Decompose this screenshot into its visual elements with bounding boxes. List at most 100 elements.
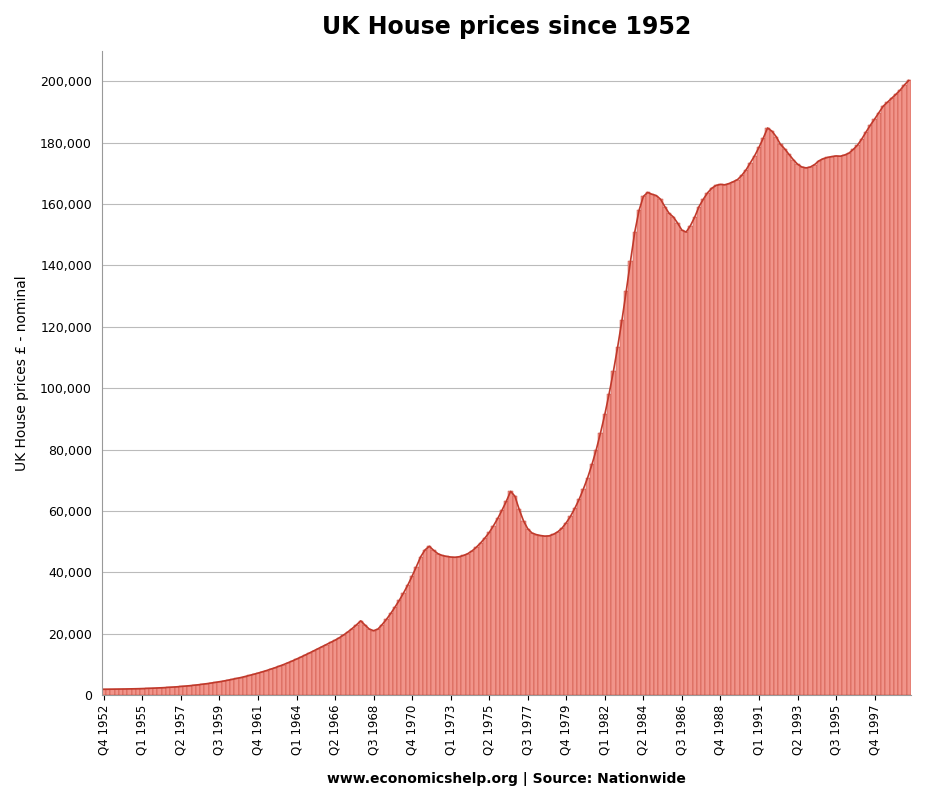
Bar [564, 522, 569, 695]
Bar [196, 685, 200, 695]
Bar [444, 557, 448, 695]
Bar [650, 195, 654, 695]
Bar [231, 679, 234, 695]
Bar [337, 638, 342, 695]
Bar [629, 261, 632, 695]
Bar [688, 226, 693, 695]
Bar [684, 232, 688, 695]
Bar [645, 192, 650, 695]
Bar [123, 689, 128, 695]
Bar [727, 183, 732, 695]
Bar [221, 681, 226, 695]
Bar [290, 661, 294, 695]
Bar [821, 159, 825, 695]
Bar [590, 465, 594, 695]
Bar [907, 80, 911, 695]
Bar [808, 167, 812, 695]
Bar [594, 449, 598, 695]
Bar [479, 543, 482, 695]
Bar [709, 188, 714, 695]
Bar [834, 156, 838, 695]
Bar [355, 625, 358, 695]
Bar [174, 686, 179, 695]
Bar [294, 659, 299, 695]
Bar [903, 85, 907, 695]
Bar [787, 155, 791, 695]
Bar [213, 682, 218, 695]
Bar [859, 139, 864, 695]
Bar [376, 629, 380, 695]
Bar [748, 163, 753, 695]
Bar [667, 213, 671, 695]
Bar [273, 668, 277, 695]
Bar [192, 686, 196, 695]
Bar [436, 553, 440, 695]
Bar [358, 621, 363, 695]
Bar [470, 551, 474, 695]
Bar [551, 534, 556, 695]
Bar [371, 630, 376, 695]
Bar [744, 170, 748, 695]
Bar [843, 155, 846, 695]
Bar [162, 687, 166, 695]
Bar [419, 557, 423, 695]
Bar [226, 680, 231, 695]
Bar [885, 103, 890, 695]
Bar [457, 557, 461, 695]
Bar [735, 179, 740, 695]
Bar [153, 688, 157, 695]
Bar [384, 619, 389, 695]
Bar [406, 585, 410, 695]
Bar [732, 182, 735, 695]
Bar [619, 320, 624, 695]
Bar [830, 156, 834, 695]
Bar [851, 150, 856, 695]
Bar [585, 477, 590, 695]
Title: UK House prices since 1952: UK House prices since 1952 [321, 15, 691, 39]
Bar [547, 536, 551, 695]
Bar [701, 199, 706, 695]
Bar [753, 155, 757, 695]
Bar [260, 672, 265, 695]
Bar [307, 653, 311, 695]
Bar [119, 689, 123, 695]
Bar [115, 689, 119, 695]
Y-axis label: UK House prices £ - nominal: UK House prices £ - nominal [15, 275, 29, 471]
Bar [208, 683, 213, 695]
Bar [131, 689, 136, 695]
Bar [521, 521, 526, 695]
Bar [149, 688, 153, 695]
Bar [778, 144, 782, 695]
Bar [881, 107, 885, 695]
Bar [453, 557, 457, 695]
Bar [757, 147, 761, 695]
Bar [560, 528, 564, 695]
Bar [329, 642, 333, 695]
Bar [864, 132, 869, 695]
Bar [782, 149, 787, 695]
Bar [526, 529, 530, 695]
Bar [800, 167, 804, 695]
Bar [440, 555, 444, 695]
Bar [663, 207, 667, 695]
Bar [719, 184, 722, 695]
Bar [530, 533, 534, 695]
Bar [368, 629, 371, 695]
Bar [252, 674, 256, 695]
Bar [170, 687, 174, 695]
Bar [461, 555, 466, 695]
Bar [513, 497, 517, 695]
Bar [890, 99, 894, 695]
Bar [894, 95, 898, 695]
Bar [722, 185, 727, 695]
Bar [706, 193, 709, 695]
Bar [311, 651, 316, 695]
Bar [872, 119, 877, 695]
Bar [774, 137, 778, 695]
Bar [350, 629, 355, 695]
Bar [804, 168, 808, 695]
Bar [243, 677, 247, 695]
Bar [234, 678, 239, 695]
Bar [517, 509, 521, 695]
Bar [846, 153, 851, 695]
